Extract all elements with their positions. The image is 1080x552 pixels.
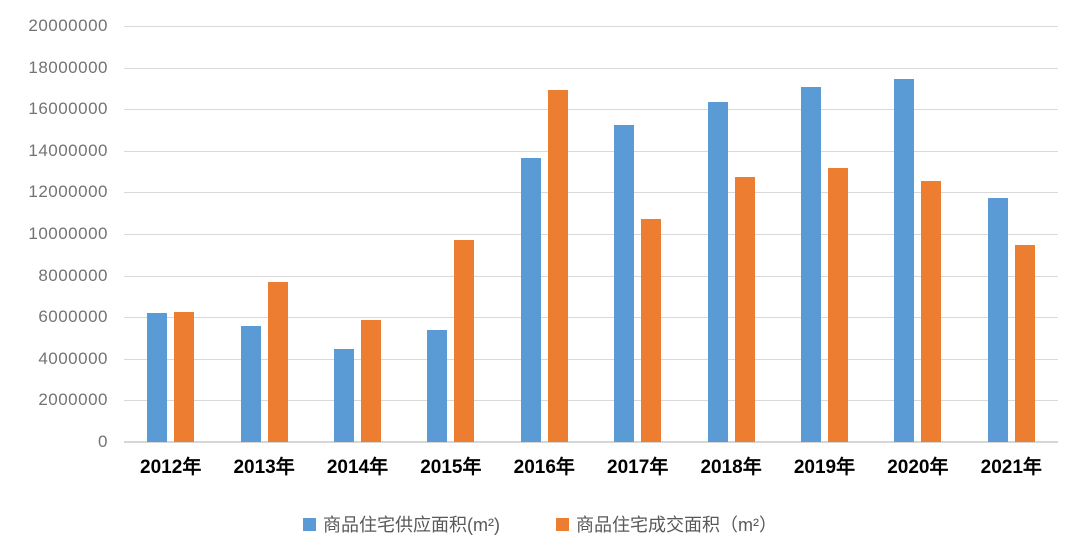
y-tick-label: 12000000 (28, 182, 108, 202)
x-axis: 2012年 2013年 2014年 2015年 2016年 2017年 2018年 2019年… (124, 452, 1058, 478)
gridline (124, 68, 1058, 69)
bar-sold-2012年 (174, 312, 195, 442)
y-tick-label: 0 (98, 432, 108, 451)
gridline (124, 276, 1058, 277)
gridline (124, 400, 1058, 401)
x-tick-label: 2018年 (700, 457, 762, 478)
x-tick-label: 2016年 (513, 457, 575, 478)
bar-sold-2013年 (267, 281, 288, 442)
x-tick-label: 2019年 (793, 457, 856, 478)
y-tick-label: 8000000 (38, 265, 108, 285)
gridline (124, 109, 1058, 110)
x-tick-label: 2013年 (233, 457, 295, 478)
y-axis: 20000000 18000000 16000000 14000000 12000000… (0, 0, 108, 460)
bar-supply-2016年 (520, 158, 541, 442)
bar-supply-2017年 (614, 124, 635, 442)
legend-label: 商品住宅成交面积（m²） (575, 515, 777, 535)
legend-label: 商品住宅供应面积(m²) (323, 515, 500, 535)
gridline (124, 359, 1058, 360)
bar-sold-2017年 (641, 219, 662, 442)
bar-sold-2014年 (361, 320, 381, 442)
x-tick-label: 2021年 (980, 457, 1042, 478)
bar-sold-2016年 (547, 90, 568, 442)
bar-sold-2020年 (921, 180, 942, 442)
bar-supply-2015年 (427, 329, 448, 442)
gridline (124, 234, 1058, 235)
gridline (124, 26, 1058, 27)
y-tick-label: 16000000 (28, 99, 108, 119)
x-tick-label: 2015年 (420, 457, 482, 478)
plot-area (124, 26, 1058, 443)
bar-supply-2019年 (801, 87, 821, 442)
gridline (124, 317, 1058, 318)
legend: 商品住宅供应面积(m²) 商品住宅成交面积（m²） (0, 508, 1080, 540)
legend-swatch-icon (303, 517, 316, 531)
x-axis-line (124, 441, 1058, 443)
y-tick-label: 14000000 (28, 140, 108, 160)
x-tick-label: 2017年 (607, 457, 669, 478)
x-tick-label: 2014年 (326, 457, 389, 478)
y-tick-label: 6000000 (38, 307, 108, 327)
x-tick-label: 2020年 (887, 457, 949, 478)
y-tick-label: 20000000 (28, 16, 108, 35)
legend-swatch-icon (555, 517, 569, 531)
x-tick-label: 2012年 (140, 457, 202, 478)
bar-sold-2015年 (454, 240, 475, 442)
gridline (124, 192, 1058, 193)
y-tick-label: 2000000 (38, 390, 108, 410)
bar-supply-2020年 (894, 79, 915, 442)
bar-sold-2021年 (1014, 245, 1035, 442)
bar-supply-2013年 (240, 325, 261, 442)
legend-item-supply: 商品住宅供应面积(m²) (303, 511, 500, 537)
bar-supply-2012年 (147, 313, 168, 442)
y-tick-label: 4000000 (38, 348, 108, 368)
bar-sold-2019年 (828, 168, 848, 442)
bar-sold-2018年 (734, 176, 755, 442)
gridline (124, 151, 1058, 152)
y-tick-label: 10000000 (28, 224, 108, 243)
y-tick-label: 18000000 (28, 57, 108, 77)
legend-item-sold: 商品住宅成交面积（m²） (555, 511, 777, 537)
bar-supply-2014年 (334, 349, 354, 442)
bar-supply-2018年 (707, 101, 728, 442)
bar-supply-2021年 (987, 197, 1008, 442)
